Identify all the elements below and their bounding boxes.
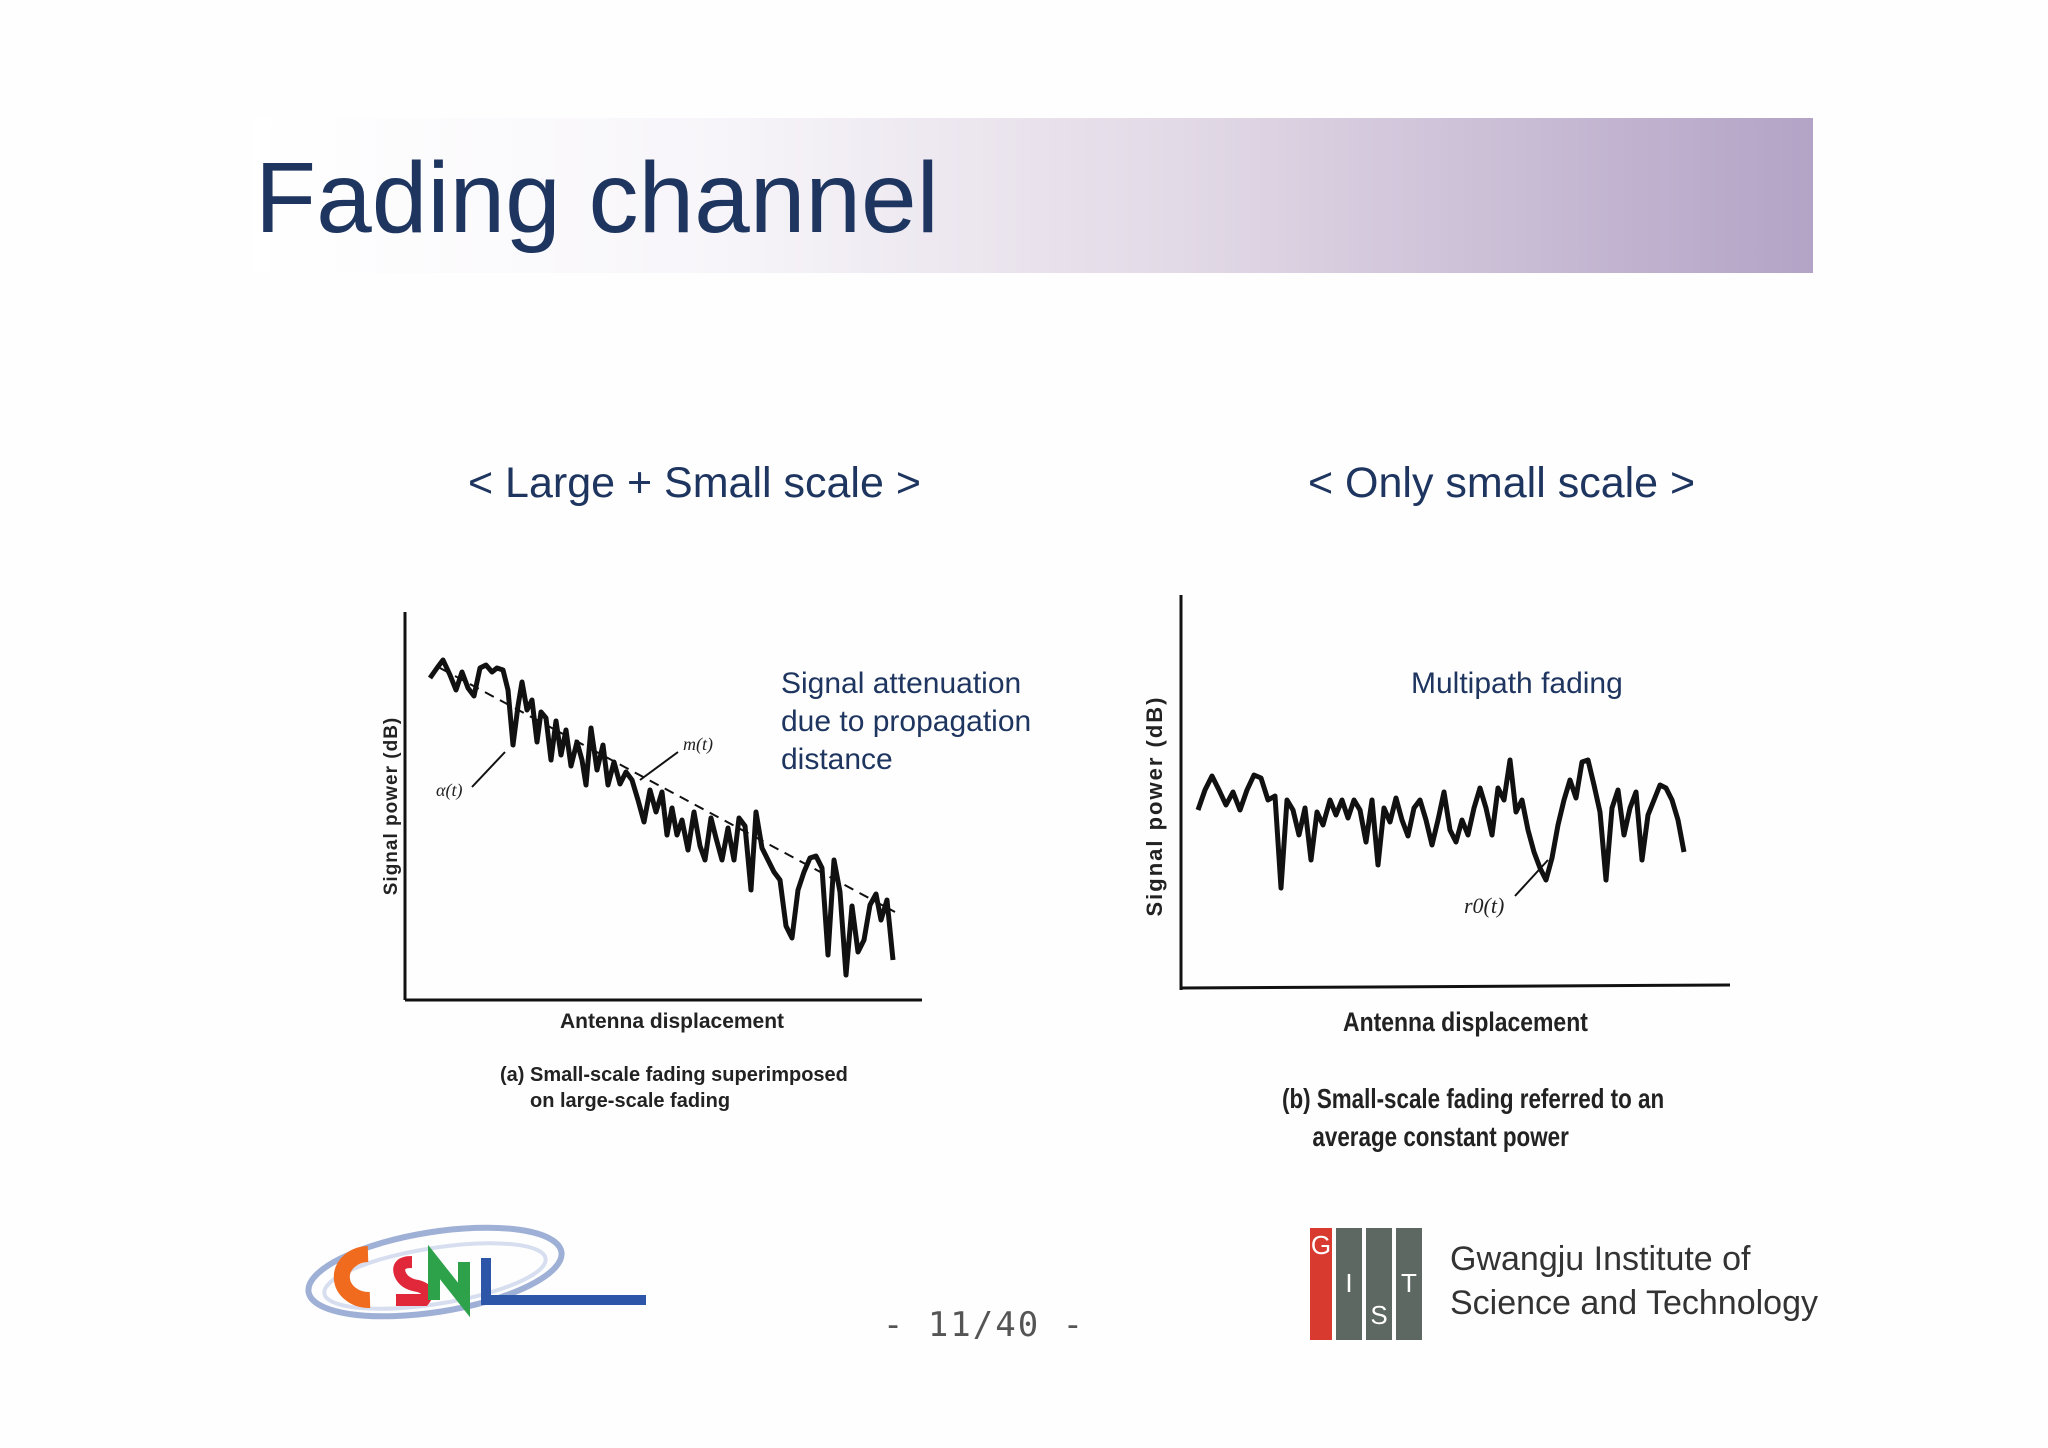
csnl-logo <box>305 1224 646 1320</box>
csnl-letter-s <box>393 1256 433 1306</box>
right-xlabel: Antenna displacement <box>1343 1007 1588 1037</box>
left-heading: < Large + Small scale > <box>468 459 921 507</box>
slide-title: Fading channel <box>255 142 939 254</box>
gist-bar-s <box>1366 1228 1392 1340</box>
left-annotation: Signal attenuation due to propagation di… <box>781 667 1032 776</box>
r0-label: r0(t) <box>1464 893 1505 918</box>
csnl-letter-c <box>333 1246 371 1308</box>
csnl-swoosh <box>305 1224 565 1320</box>
csnl-letter-l <box>481 1258 646 1305</box>
right-ylabel-wrap: Signal power (dB) <box>1135 696 1175 917</box>
title-bar <box>255 118 1813 273</box>
m-leader <box>639 751 679 781</box>
page-number: - 11/40 - <box>882 1305 1086 1345</box>
right-caption-line1: (b) Small-scale fading referred to an <box>1282 1083 1665 1114</box>
left-xlabel: Antenna displacement <box>560 1010 785 1033</box>
left-figure <box>403 612 922 1002</box>
gist-logo <box>1310 1228 1422 1340</box>
gist-letter-i: I <box>1345 1268 1353 1298</box>
gist-letter-s: S <box>1370 1300 1388 1330</box>
right-ylabel: Signal power (dB) <box>1142 695 1167 917</box>
right-caption: (b) Small-scale fading referred to an av… <box>1282 1080 1664 1156</box>
left-caption: (a) Small-scale fading superimposed on l… <box>500 1062 848 1114</box>
left-ylabel: Signal power (dB) <box>381 716 402 896</box>
gist-name-line2: Science and Technology <box>1450 1284 1818 1322</box>
left-caption-line1: (a) Small-scale fading superimposed <box>500 1064 848 1086</box>
left-ylabel-wrap: Signal power (dB) <box>372 717 412 896</box>
right-x-axis <box>1180 983 1731 990</box>
gist-bar-g <box>1310 1228 1332 1340</box>
left-fading-curve <box>427 657 896 978</box>
gist-letter-g: G <box>1310 1230 1332 1260</box>
r0-leader <box>1514 859 1549 897</box>
right-heading: < Only small scale > <box>1308 459 1696 507</box>
right-caption-line2: average constant power <box>1312 1121 1569 1152</box>
left-caption-line2: on large-scale fading <box>530 1090 731 1112</box>
alpha-label: α(t) <box>436 780 463 800</box>
left-mean-trend <box>439 667 896 913</box>
right-fading-curve <box>1195 757 1687 891</box>
csnl-letter-n <box>428 1244 470 1318</box>
right-annotation: Multipath fading <box>1411 667 1623 700</box>
gist-bar-i <box>1336 1228 1362 1340</box>
right-figure <box>1179 595 1731 990</box>
m-label: m(t) <box>683 734 713 754</box>
gist-bar-t <box>1396 1228 1422 1340</box>
alpha-leader <box>471 751 506 788</box>
gist-name-line1: Gwangju Institute of <box>1450 1240 1751 1278</box>
gist-letter-t: T <box>1401 1268 1417 1298</box>
